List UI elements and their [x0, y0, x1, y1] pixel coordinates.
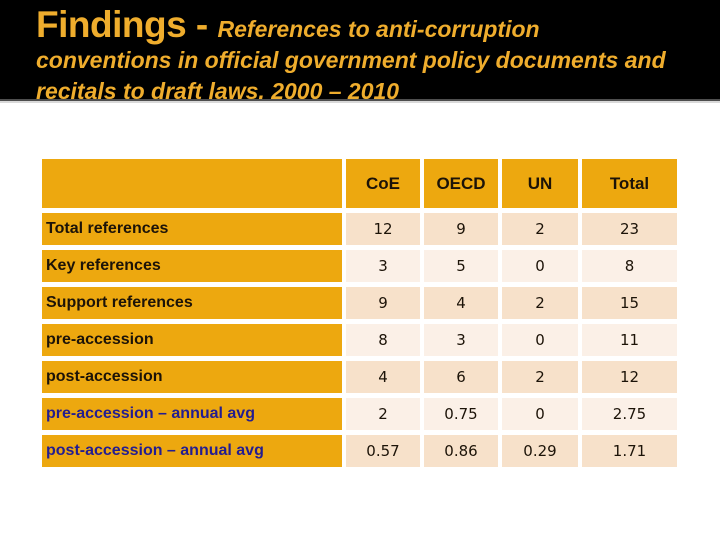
- table-cell: 2.75: [582, 398, 677, 430]
- header-cell-total: Total: [582, 159, 677, 208]
- table-cell: 0.86: [424, 435, 498, 467]
- row-label: post-accession: [42, 361, 342, 393]
- title-subtitle: References to anti-corruption convention…: [36, 16, 666, 101]
- header-cell-coe: CoE: [346, 159, 420, 208]
- table-cell: 6: [424, 361, 498, 393]
- table-cell: 12: [582, 361, 677, 393]
- table-cell: 2: [502, 361, 578, 393]
- table-cell: 8: [582, 250, 677, 282]
- table-cell: 2: [346, 398, 420, 430]
- row-label: Total references: [42, 213, 342, 245]
- row-label: Support references: [42, 287, 342, 319]
- table-cell: 12: [346, 213, 420, 245]
- table-cell: 23: [582, 213, 677, 245]
- table-cell: 9: [346, 287, 420, 319]
- references-table: CoE OECD UN Total Total references 12 9 …: [42, 159, 677, 467]
- table-cell: 5: [424, 250, 498, 282]
- header-cell-oecd: OECD: [424, 159, 498, 208]
- table-cell: 3: [346, 250, 420, 282]
- table-cell: 2: [502, 287, 578, 319]
- table-cell: 2: [502, 213, 578, 245]
- table-cell: 0.75: [424, 398, 498, 430]
- row-label: Key references: [42, 250, 342, 282]
- row-label: pre-accession – annual avg: [42, 398, 342, 430]
- table-cell: 8: [346, 324, 420, 356]
- table-cell: 0: [502, 250, 578, 282]
- table-cell: 4: [346, 361, 420, 393]
- header-cell-un: UN: [502, 159, 578, 208]
- row-label: pre-accession: [42, 324, 342, 356]
- table-cell: 3: [424, 324, 498, 356]
- row-label: post-accession – annual avg: [42, 435, 342, 467]
- table-cell: 1.71: [582, 435, 677, 467]
- title-band: Findings - References to anti-corruption…: [0, 0, 720, 101]
- header-cell-empty: [42, 159, 342, 208]
- page-title: Findings - References to anti-corruption…: [36, 4, 676, 101]
- title-prefix: Findings -: [36, 4, 218, 45]
- table-cell: 9: [424, 213, 498, 245]
- table-cell: 0.57: [346, 435, 420, 467]
- table-cell: 0: [502, 324, 578, 356]
- table-cell: 0.29: [502, 435, 578, 467]
- table-cell: 15: [582, 287, 677, 319]
- table-cell: 11: [582, 324, 677, 356]
- table-cell: 4: [424, 287, 498, 319]
- table-cell: 0: [502, 398, 578, 430]
